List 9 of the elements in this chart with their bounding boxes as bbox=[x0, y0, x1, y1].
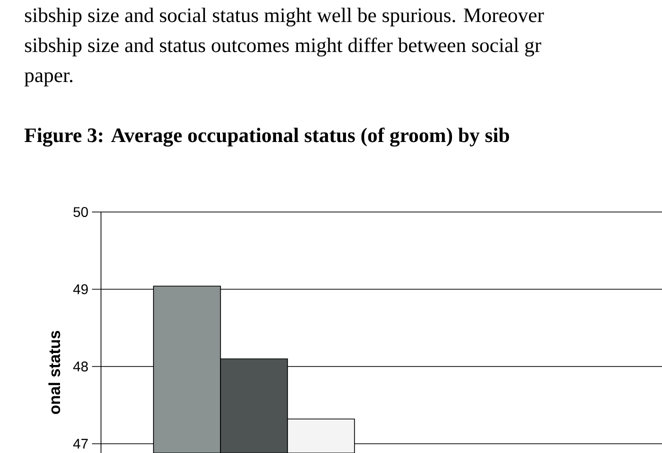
y-tick-label: 50 bbox=[73, 207, 88, 217]
y-axis-title: onal status bbox=[48, 330, 60, 414]
y-tick-label: 47 bbox=[73, 438, 88, 449]
chart-title: Figure 3: Average occupational status (of groom) by sib bbox=[24, 128, 510, 147]
y-tick-label: 49 bbox=[73, 284, 88, 294]
y-tick-label: 48 bbox=[73, 362, 88, 372]
text: paper. bbox=[24, 72, 72, 86]
text: sibship size and status outcomes might differ between social gr bbox=[25, 38, 542, 56]
text: sibship size and social status might well be spurious. Moreover bbox=[25, 8, 544, 26]
